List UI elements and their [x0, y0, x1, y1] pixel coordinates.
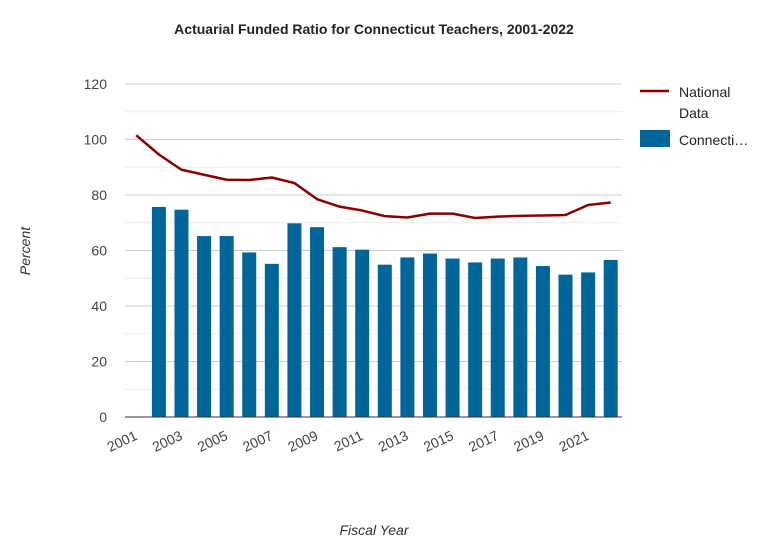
y-axis-label: Percent — [17, 226, 33, 275]
bar-2011 — [355, 249, 370, 417]
x-tick-label: 2015 — [421, 427, 456, 455]
y-tick-label: 0 — [99, 409, 107, 425]
x-tick-label: 2007 — [240, 427, 275, 455]
x-tick-label: 2013 — [376, 427, 411, 455]
legend: National Data Connecti… — [640, 84, 748, 148]
bar-2010 — [332, 247, 347, 417]
bar-2007 — [264, 263, 279, 417]
legend-label-connecticut: Connecti… — [679, 132, 748, 148]
bar-2013 — [400, 257, 415, 417]
bar-2022 — [603, 259, 618, 417]
x-tick-label: 2003 — [150, 427, 185, 455]
bar-2009 — [310, 227, 325, 417]
bar-2005 — [219, 236, 234, 417]
bar-2016 — [468, 262, 483, 417]
bar-2003 — [174, 209, 189, 417]
legend-label-national-data: National Data — [679, 84, 734, 121]
x-tick-label: 2021 — [556, 427, 591, 455]
bar-2018 — [513, 257, 528, 417]
chart-title: Actuarial Funded Ratio for Connecticut T… — [174, 21, 574, 37]
national-data-line — [135, 134, 611, 220]
bar-2006 — [242, 252, 257, 417]
y-tick-label: 40 — [91, 298, 107, 314]
bar-2015 — [445, 258, 460, 417]
x-tick-label: 2019 — [511, 427, 546, 455]
x-tick-label: 2017 — [466, 427, 501, 455]
bar-2008 — [287, 223, 302, 417]
bar-2020 — [558, 274, 573, 417]
y-tick-labels: 0 20 40 60 80 100 120 — [84, 76, 108, 425]
bar-2014 — [422, 253, 437, 417]
x-tick-labels: 2001 2003 2005 2007 2009 2011 2013 2015 2017 2019… — [105, 427, 592, 455]
y-tick-label: 20 — [91, 354, 107, 370]
x-tick-label: 2005 — [195, 427, 230, 455]
bar-2019 — [535, 266, 550, 417]
line-series — [135, 134, 611, 220]
y-tick-label: 60 — [91, 243, 107, 259]
legend-swatch-connecticut — [640, 130, 670, 147]
bar-2017 — [490, 258, 505, 417]
bar-series — [151, 206, 618, 417]
x-axis-label: Fiscal Year — [340, 522, 410, 538]
x-tick-label: 2009 — [285, 427, 320, 455]
bar-2012 — [377, 264, 392, 417]
bar-2004 — [197, 236, 212, 417]
bar-2002 — [151, 206, 166, 417]
y-tick-label: 80 — [91, 187, 107, 203]
x-tick-label: 2001 — [105, 427, 140, 455]
y-tick-label: 120 — [84, 76, 108, 92]
x-tick-label: 2011 — [331, 427, 365, 454]
y-tick-label: 100 — [84, 132, 108, 148]
bar-2021 — [581, 272, 596, 417]
